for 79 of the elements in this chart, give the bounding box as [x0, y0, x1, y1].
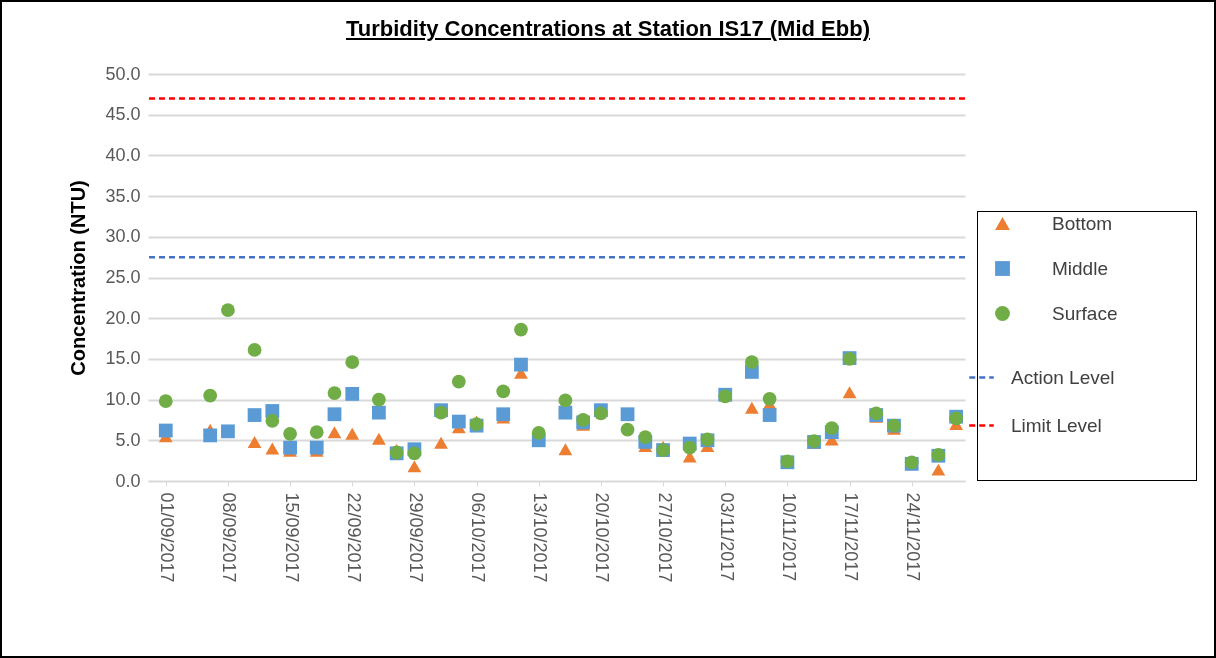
point [407, 460, 422, 473]
x-tick-label: 17/11/2017 [841, 492, 862, 582]
x-tick-label: 29/09/2017 [405, 492, 426, 583]
point [327, 386, 342, 400]
legend-label: Surface [1052, 302, 1118, 324]
point [514, 322, 528, 337]
point [531, 426, 546, 440]
x-tick-label: 15/09/2017 [281, 492, 302, 583]
point [496, 407, 511, 422]
x-tick-label: 08/09/2017 [219, 492, 240, 583]
point [824, 421, 839, 435]
point [372, 432, 386, 445]
chart-title: Turbidity Concentrations at Station IS17 (Mid Ebb) [345, 16, 871, 42]
x-tick-label: 22/09/2017 [343, 492, 364, 583]
point [744, 401, 759, 414]
point [514, 357, 528, 372]
point [309, 425, 324, 440]
point [247, 408, 262, 422]
point [407, 446, 422, 461]
y-tick-label: 15.0 [105, 348, 141, 369]
x-tick-label: 01/09/2017 [157, 492, 178, 583]
point [283, 440, 297, 455]
y-tick-label: 30.0 [105, 226, 141, 247]
point [762, 408, 777, 422]
point [283, 426, 297, 441]
point [265, 413, 280, 428]
point [327, 407, 342, 422]
y-tick-label: 10.0 [105, 389, 141, 410]
point [496, 384, 511, 399]
legend-label: Limit Level [1011, 414, 1102, 436]
legend-label: Action Level [1011, 366, 1115, 388]
legend-label: Bottom [1052, 212, 1113, 234]
point [434, 436, 448, 449]
point [620, 407, 635, 422]
point [203, 428, 218, 443]
point [744, 355, 759, 370]
point [558, 393, 573, 408]
point [158, 423, 173, 438]
x-tick-label: 03/11/2017 [716, 492, 737, 582]
x-tick-label: 27/10/2017 [654, 492, 675, 583]
point [558, 405, 573, 420]
y-tick-label: 20.0 [105, 307, 141, 328]
y-tick-label: 0.0 [115, 470, 141, 491]
point [247, 343, 262, 357]
point [620, 422, 635, 437]
point [327, 426, 342, 439]
point [221, 424, 235, 439]
y-tick-label: 5.0 [115, 429, 141, 450]
point [372, 405, 386, 420]
y-tick-label: 25.0 [105, 267, 141, 287]
point [265, 442, 280, 455]
point [842, 386, 857, 399]
point [682, 440, 697, 455]
point [451, 414, 466, 429]
point [345, 355, 360, 370]
point [247, 435, 262, 448]
x-tick-label: 24/11/2017 [903, 492, 924, 582]
point [451, 374, 466, 389]
x-tick-label: 13/10/2017 [530, 492, 551, 583]
y-axis-title: Concentration (NTU) [67, 180, 90, 376]
legend-label: Middle [1052, 257, 1108, 279]
point [762, 391, 777, 406]
point [638, 430, 653, 444]
x-tick-label: 10/11/2017 [778, 492, 799, 582]
x-tick-label: 06/10/2017 [468, 492, 489, 583]
point [158, 394, 173, 409]
point [221, 303, 235, 317]
point [203, 388, 218, 403]
point [309, 440, 324, 455]
point [558, 443, 573, 456]
x-tick-label: 20/10/2017 [592, 492, 613, 583]
y-tick-label: 45.0 [105, 104, 141, 125]
y-tick-label: 40.0 [105, 144, 141, 165]
point [345, 387, 360, 401]
point [345, 427, 360, 440]
point [931, 463, 946, 476]
point [372, 392, 386, 407]
y-tick-label: 50.0 [105, 63, 141, 84]
y-tick-label: 35.0 [105, 185, 141, 206]
